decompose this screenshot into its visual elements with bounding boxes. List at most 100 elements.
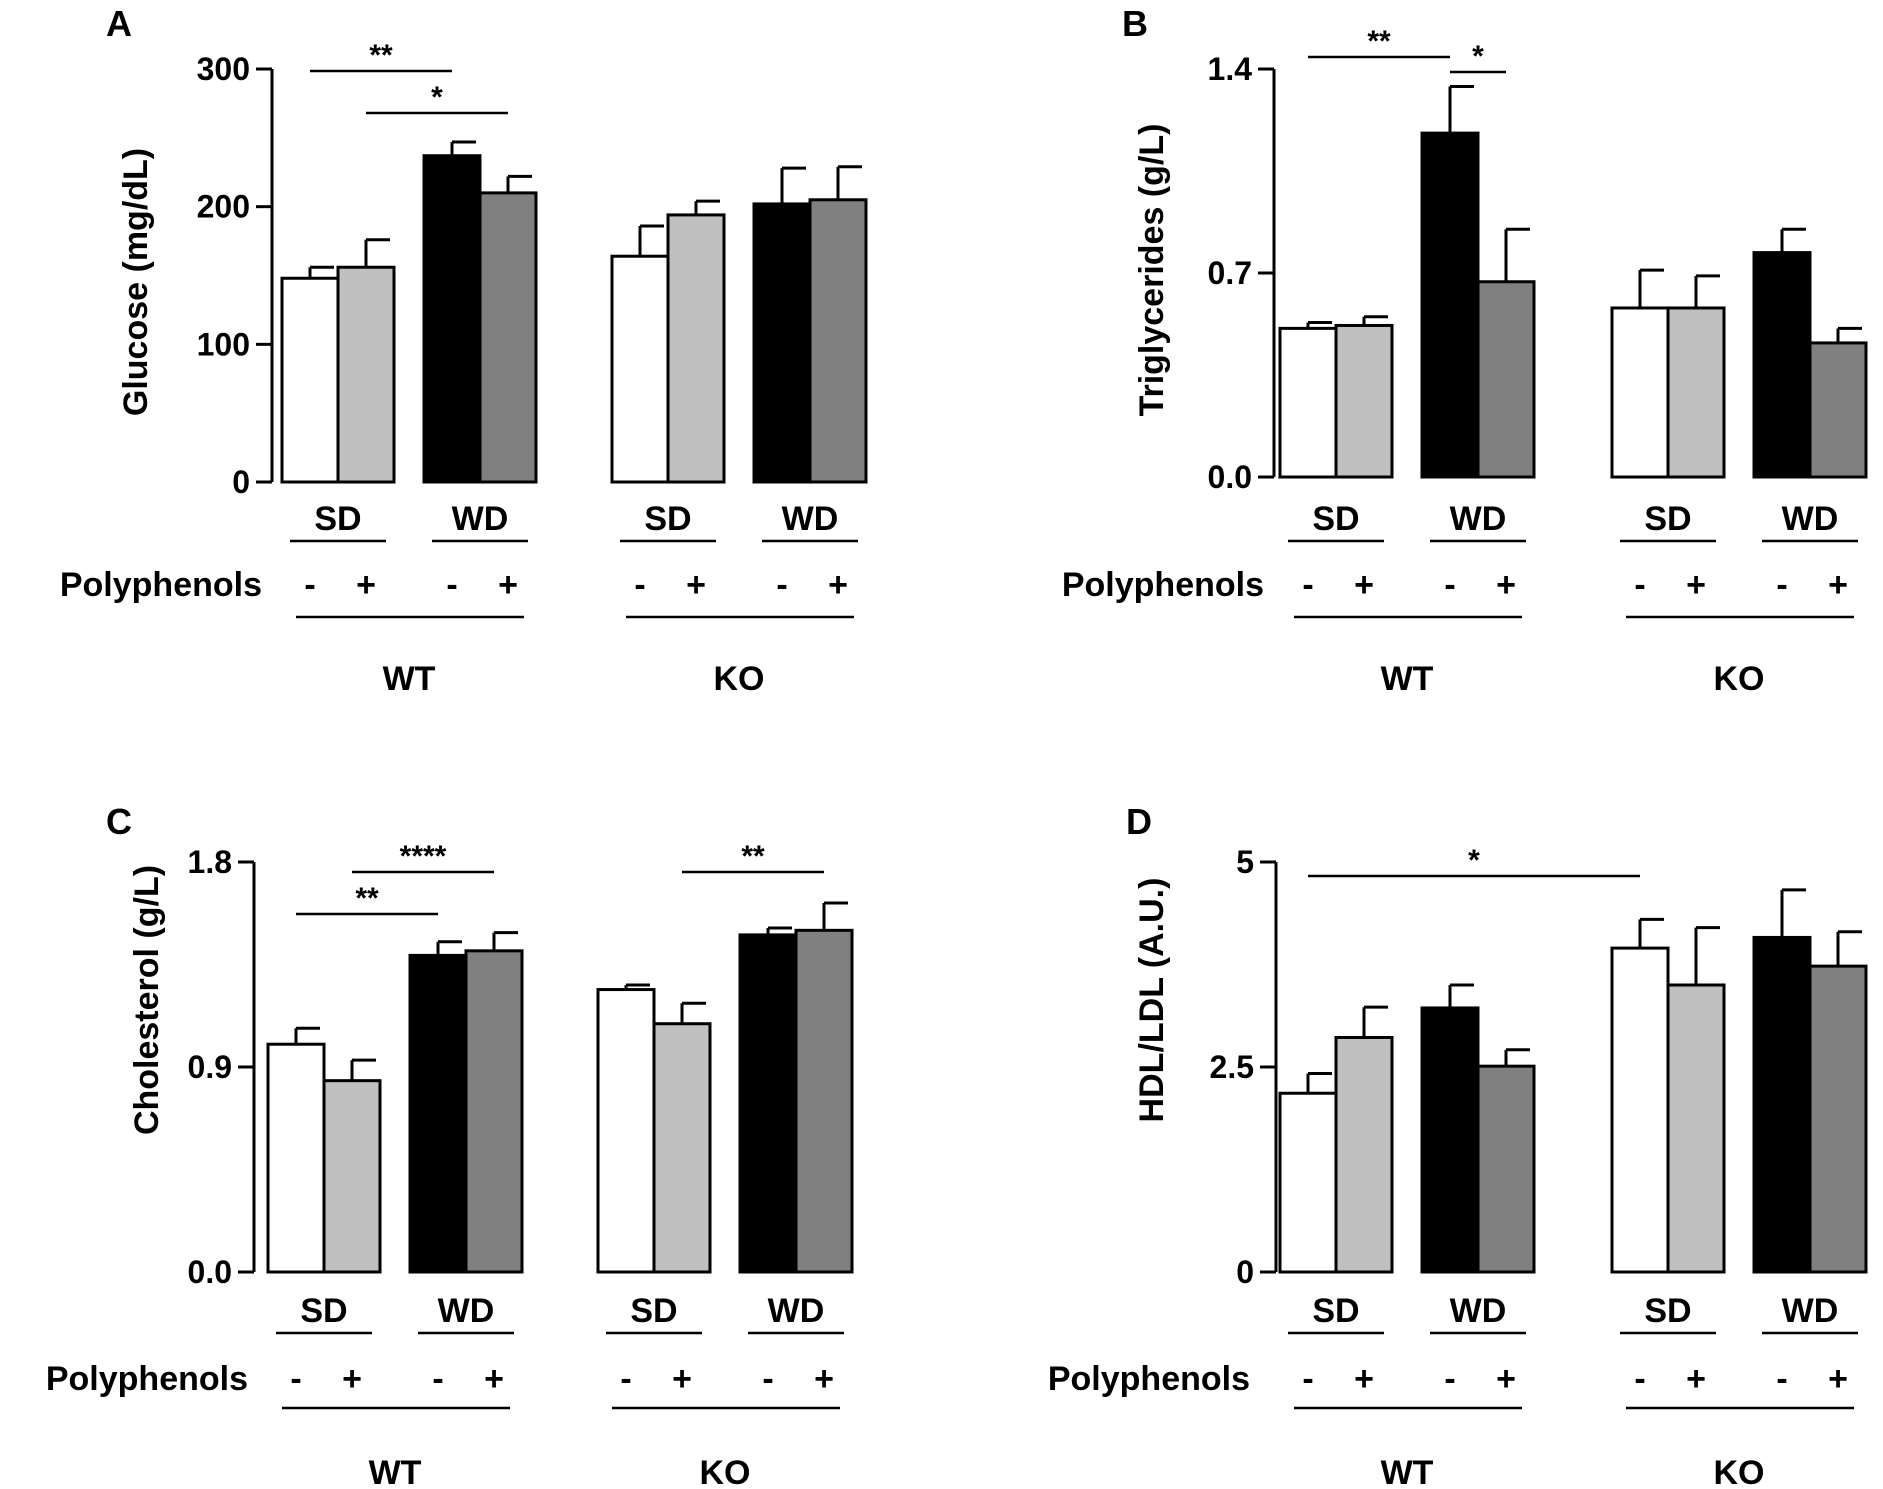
diet-label: WD — [768, 1292, 825, 1330]
genotype-label: WT — [369, 1454, 422, 1489]
y-axis-label: Triglycerides (g/L) — [1133, 124, 1171, 417]
y-tick-label: 1.4 — [1208, 51, 1253, 87]
polyphenol-sign: + — [672, 1360, 692, 1398]
diet-label: SD — [630, 1292, 677, 1330]
panel-letter: B — [1122, 3, 1148, 44]
bar — [478, 191, 538, 484]
diet-label: SD — [1644, 500, 1691, 538]
bar — [1420, 1006, 1480, 1274]
bar — [1278, 326, 1338, 479]
genotype-label: WT — [1381, 1454, 1434, 1489]
significance-label: * — [1468, 844, 1480, 877]
bar — [464, 949, 524, 1274]
bar — [1476, 280, 1536, 479]
polyphenols-label: Polyphenols — [46, 1360, 248, 1398]
y-tick-label: 2.5 — [1210, 1049, 1254, 1085]
diet-label: WD — [1782, 1292, 1839, 1330]
diet-label: WD — [438, 1292, 495, 1330]
significance-label: ** — [355, 882, 379, 915]
polyphenol-sign: + — [1686, 1360, 1706, 1398]
bar — [808, 198, 868, 484]
genotype-label: WT — [1381, 660, 1434, 698]
y-tick-label: 100 — [197, 326, 250, 362]
diet-label: SD — [1644, 1292, 1691, 1330]
panel-letter: C — [106, 801, 132, 842]
bar — [1666, 306, 1726, 479]
panel-letter: A — [106, 3, 132, 44]
y-tick-label: 0 — [1236, 1254, 1254, 1290]
bar — [1752, 935, 1812, 1274]
polyphenol-sign: - — [432, 1360, 443, 1398]
polyphenol-sign: + — [356, 566, 376, 604]
significance-label: ** — [369, 39, 393, 72]
bar — [322, 1079, 382, 1274]
y-tick-label: 0 — [232, 464, 250, 500]
genotype-label: KO — [700, 1454, 751, 1489]
diet-label: WD — [1782, 500, 1839, 538]
polyphenol-sign: - — [1444, 566, 1455, 604]
genotype-label: KO — [714, 660, 765, 698]
y-tick-label: 200 — [197, 189, 250, 225]
bar — [1752, 251, 1812, 479]
bar — [1334, 323, 1394, 479]
polyphenol-sign: - — [446, 566, 457, 604]
polyphenol-sign: + — [498, 566, 518, 604]
panel-c: C Cholesterol (g/L) 0.0 0.9 1.8 - + SD - + WD WT -… — [46, 801, 854, 1489]
polyphenol-sign: + — [1496, 566, 1516, 604]
diet-label: WD — [452, 500, 509, 538]
polyphenols-label: Polyphenols — [1048, 1360, 1250, 1398]
bar — [752, 202, 812, 484]
polyphenol-sign: - — [620, 1360, 631, 1398]
y-tick-label: 0.0 — [1208, 459, 1252, 495]
diet-label: WD — [782, 500, 839, 538]
polyphenol-sign: + — [1354, 566, 1374, 604]
polyphenol-sign: + — [342, 1360, 362, 1398]
bar — [280, 276, 340, 484]
polyphenol-sign: - — [776, 566, 787, 604]
polyphenol-sign: + — [1686, 566, 1706, 604]
polyphenol-sign: + — [484, 1360, 504, 1398]
polyphenol-sign: + — [1496, 1360, 1516, 1398]
y-tick-label: 0.7 — [1208, 255, 1252, 291]
polyphenol-sign: + — [814, 1360, 834, 1398]
significance-label: * — [1472, 40, 1484, 73]
polyphenol-sign: - — [290, 1360, 301, 1398]
polyphenol-sign: - — [1444, 1360, 1455, 1398]
bar — [1610, 306, 1670, 479]
bar — [1476, 1064, 1536, 1274]
polyphenol-sign: - — [1634, 566, 1645, 604]
panel-letter: D — [1126, 801, 1152, 842]
bar — [738, 933, 798, 1274]
y-axis-label: Cholesterol (g/L) — [128, 865, 166, 1135]
diet-label: SD — [314, 500, 361, 538]
polyphenol-sign: - — [1302, 1360, 1313, 1398]
significance-label: ** — [1367, 25, 1391, 58]
polyphenol-sign: - — [634, 566, 645, 604]
polyphenol-sign: + — [686, 566, 706, 604]
polyphenol-sign: - — [1776, 566, 1787, 604]
bar — [652, 1022, 712, 1274]
diet-label: WD — [1450, 1292, 1507, 1330]
polyphenol-sign: - — [762, 1360, 773, 1398]
genotype-label: KO — [1714, 660, 1765, 698]
polyphenols-label: Polyphenols — [60, 566, 262, 604]
y-tick-label: 5 — [1236, 844, 1254, 880]
diet-label: WD — [1450, 500, 1507, 538]
genotype-label: KO — [1714, 1454, 1765, 1489]
polyphenol-sign: + — [828, 566, 848, 604]
bar — [422, 154, 482, 484]
panel-a: A Glucose (mg/dL) 0 100 200 300 - + SD - + WD WT - +… — [60, 3, 868, 698]
bar — [336, 265, 396, 484]
significance-label: **** — [400, 840, 447, 873]
y-axis-label: Glucose (mg/dL) — [117, 148, 155, 416]
diet-label: SD — [1312, 500, 1359, 538]
bar — [1808, 341, 1868, 479]
polyphenols-label: Polyphenols — [1062, 566, 1264, 604]
bar — [1610, 946, 1670, 1274]
panel-b: B Triglycerides (g/L) 0.0 0.7 1.4 - + SD - + WD W… — [1062, 3, 1868, 698]
genotype-label: WT — [383, 660, 436, 698]
y-tick-label: 300 — [197, 51, 250, 87]
bar — [266, 1042, 326, 1274]
polyphenol-sign: - — [1634, 1360, 1645, 1398]
